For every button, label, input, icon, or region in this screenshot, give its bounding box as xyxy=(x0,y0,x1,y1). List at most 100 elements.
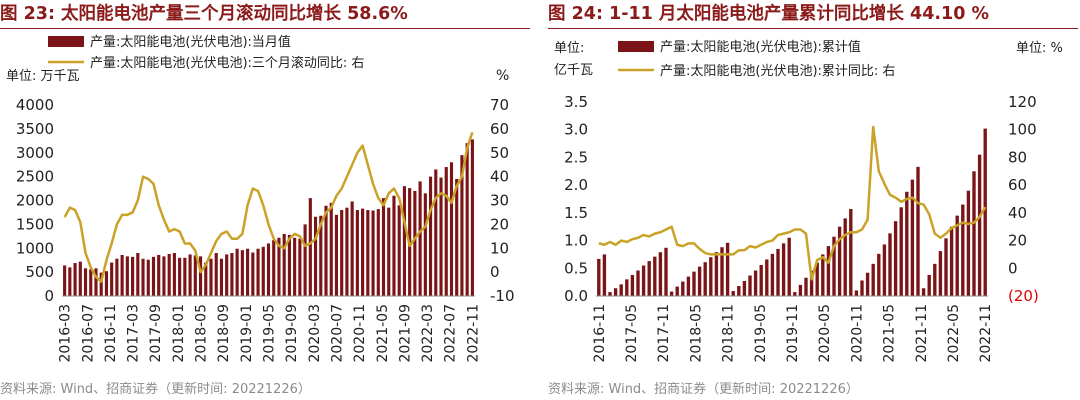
y-right-tick: (20) xyxy=(1008,287,1039,305)
data-bar xyxy=(759,264,763,296)
data-bar xyxy=(120,254,124,296)
y-right-tick: 10 xyxy=(490,239,509,257)
data-bar xyxy=(303,224,307,297)
data-bar xyxy=(115,258,119,296)
data-bar xyxy=(141,258,145,296)
y-left-tick: 0 xyxy=(44,287,54,305)
data-bar xyxy=(355,210,359,296)
data-bar xyxy=(703,262,707,296)
data-bar xyxy=(402,186,406,296)
data-bar xyxy=(597,258,601,296)
data-bar xyxy=(298,238,302,296)
data-bar xyxy=(697,266,702,296)
y-right-tick: 70 xyxy=(490,96,509,114)
data-bar xyxy=(308,198,312,296)
data-bar xyxy=(636,270,640,296)
data-bar xyxy=(219,258,224,296)
data-bar xyxy=(193,255,197,296)
source-note: 资料来源: Wind、招商证券（更新时间: 20221226） xyxy=(0,382,311,397)
data-bar xyxy=(871,263,875,296)
data-bar xyxy=(770,253,775,296)
data-bar xyxy=(83,268,88,296)
data-bar xyxy=(826,246,831,296)
data-bar xyxy=(350,201,354,296)
data-bar xyxy=(183,257,187,296)
chart-panel-cumulative: 图 24: 1-11 月太阳能电池产量累计同比增长 44.10 % 产量:太阳能… xyxy=(548,0,1078,400)
data-bar xyxy=(714,252,719,296)
y-left-tick: 3.0 xyxy=(564,121,588,139)
data-bar xyxy=(397,205,401,296)
data-bar xyxy=(178,257,182,296)
y-left-tick: 1.5 xyxy=(564,204,588,222)
y-left-tick: 4000 xyxy=(16,96,54,114)
data-bar xyxy=(658,252,663,296)
x-tick-label: 2017-11 xyxy=(656,304,672,363)
data-bar xyxy=(725,242,730,296)
data-bar xyxy=(444,167,448,296)
data-bar xyxy=(319,215,323,296)
x-tick-label: 2018-05 xyxy=(194,304,210,363)
x-tick-label: 2022-07 xyxy=(443,304,459,363)
data-bar xyxy=(272,240,276,296)
y-left-tick: 2.5 xyxy=(564,148,588,166)
data-bar xyxy=(167,253,171,296)
x-tick-label: 2021-09 xyxy=(397,304,413,363)
data-bar xyxy=(961,204,965,296)
chart-panel-monthly: 图 23: 太阳能电池产量三个月滚动同比增长 58.6% 产量:太阳能电池(光伏… xyxy=(0,0,530,400)
data-bar xyxy=(821,254,825,296)
data-bar xyxy=(860,280,864,296)
data-bar xyxy=(266,243,271,296)
data-bar xyxy=(465,143,469,296)
data-bar xyxy=(681,281,685,296)
source-note: 资料来源: Wind、招商证券（更新时间: 20221226） xyxy=(548,382,859,397)
data-bar xyxy=(188,254,192,296)
x-tick-label: 2020-07 xyxy=(329,304,345,363)
x-tick-label: 2017-05 xyxy=(624,304,640,363)
data-bar xyxy=(439,177,443,296)
x-tick-label: 2019-09 xyxy=(284,304,300,363)
y-right-tick: 120 xyxy=(1008,93,1037,111)
data-bar xyxy=(748,275,752,296)
data-bar xyxy=(905,191,909,296)
data-bar xyxy=(602,254,607,296)
data-bar xyxy=(692,271,696,296)
data-bar xyxy=(921,288,926,296)
data-bar xyxy=(849,208,853,296)
chart-title: 图 24: 1-11 月太阳能电池产量累计同比增长 44.10 % xyxy=(548,0,1078,29)
x-tick-label: 2022-05 xyxy=(946,304,962,363)
data-bar xyxy=(613,288,618,296)
x-tick-label: 2022-03 xyxy=(420,304,436,363)
data-bar xyxy=(832,236,836,296)
data-bar xyxy=(865,272,870,296)
data-bar xyxy=(94,268,98,296)
y-right-tick: 0 xyxy=(1008,259,1018,277)
data-bar xyxy=(877,253,881,296)
data-bar xyxy=(460,155,464,296)
data-bar xyxy=(434,169,438,296)
x-tick-label: 2016-07 xyxy=(80,304,96,363)
chart-title: 图 23: 太阳能电池产量三个月滚动同比增长 58.6% xyxy=(0,0,530,29)
chart-area: 产量:太阳能电池(光伏电池):当月值产量:太阳能电池(光伏电池):三个月滚动同比… xyxy=(6,34,515,363)
y-right-tick: 40 xyxy=(490,168,509,186)
x-tick-label: 2019-11 xyxy=(785,304,801,363)
data-bar xyxy=(277,237,281,296)
x-tick-label: 2022-11 xyxy=(465,304,481,363)
data-bar xyxy=(798,284,803,296)
x-tick-label: 2016-11 xyxy=(592,304,608,363)
data-bar xyxy=(313,216,318,296)
data-bar xyxy=(68,267,72,296)
data-bar xyxy=(470,139,474,296)
data-bar xyxy=(765,259,769,296)
y-right-tick: 80 xyxy=(1008,148,1027,166)
data-bar xyxy=(742,281,747,296)
data-bar xyxy=(793,292,797,296)
data-bar xyxy=(157,254,161,296)
data-bar xyxy=(329,202,333,296)
data-bar xyxy=(972,171,976,296)
y-right-tick: 60 xyxy=(490,120,509,138)
data-bar xyxy=(110,262,114,296)
y-right-tick: 40 xyxy=(1008,204,1027,222)
data-bar xyxy=(781,243,786,296)
y-left-unit: 单位: 万千瓦 xyxy=(6,69,80,84)
data-line xyxy=(63,131,474,283)
